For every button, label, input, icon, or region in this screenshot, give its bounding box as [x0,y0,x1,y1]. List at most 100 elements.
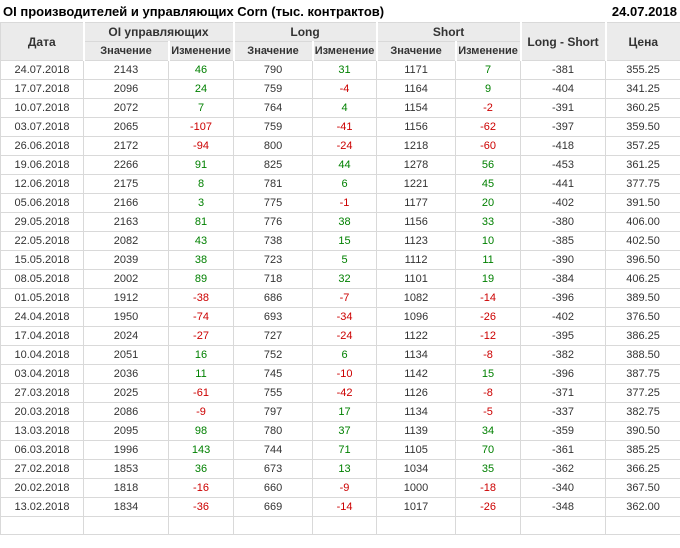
value-cell: 1096 [376,307,457,327]
value-cell: 360.25 [605,98,680,118]
change-cell: -1 [312,193,378,213]
value-cell: 1034 [376,459,457,479]
date-cell: 24.07.2018 [0,60,84,80]
value-cell: 1017 [376,497,457,517]
value-cell: 686 [233,288,314,308]
value-cell: 1101 [376,269,457,289]
change-cell: 31 [312,60,378,80]
value-cell: 1177 [376,193,457,213]
table-row: 05.06.2018 2166 3 775 -1 1177 20 -402 391.50 [0,193,680,213]
change-cell: -27 [167,326,235,346]
value-cell: 359.50 [605,117,680,137]
col-header-long-change: Изменение [311,41,378,61]
value-cell: 2025 [83,383,169,403]
value-cell: 1834 [83,497,169,517]
date-cell: 22.05.2018 [0,231,84,251]
value-cell: 780 [233,421,314,441]
empty-cell [312,516,378,535]
value-cell: 361.25 [605,155,680,175]
value-cell: 2095 [83,421,169,441]
change-cell: -34 [312,307,378,327]
change-cell: -24 [312,136,378,156]
date-cell: 13.03.2018 [0,421,84,441]
table-row: 20.02.2018 1818 -16 660 -9 1000 -18 -340 367.50 [0,478,680,498]
value-cell: 388.50 [605,345,680,365]
table-body: 24.07.2018 2143 46 790 31 1171 7 -381 355.25 17.0… [0,60,680,535]
table-row: 24.07.2018 2143 46 790 31 1171 7 -381 355.25 [0,60,680,80]
value-cell: 776 [233,212,314,232]
change-cell: -36 [167,497,235,517]
change-cell: 71 [312,440,378,460]
change-cell: 3 [167,193,235,213]
value-cell: 727 [233,326,314,346]
col-header-oi-change: Изменение [167,41,235,61]
change-cell: 8 [167,174,235,194]
value-cell: -396 [520,288,607,308]
value-cell: -395 [520,326,607,346]
value-cell: 2082 [83,231,169,251]
change-cell: 13 [312,459,378,479]
page-title: OI производителей и управляющих Corn (ты… [3,4,385,19]
value-cell: 764 [233,98,314,118]
value-cell: 1142 [376,364,457,384]
value-cell: 377.75 [605,174,680,194]
value-cell: 1000 [376,478,457,498]
value-cell: 2086 [83,402,169,422]
value-cell: -404 [520,79,607,99]
change-cell: -9 [312,478,378,498]
table-row: 20.03.2018 2086 -9 797 17 1134 -5 -337 382.75 [0,402,680,422]
change-cell: 32 [312,269,378,289]
table-row: 12.06.2018 2175 8 781 6 1221 45 -441 377.75 [0,174,680,194]
date-cell: 13.02.2018 [0,497,84,517]
value-cell: 660 [233,478,314,498]
table-row: 03.07.2018 2065 -107 759 -41 1156 -62 -397 359.5… [0,117,680,137]
value-cell: -337 [520,402,607,422]
value-cell: 1105 [376,440,457,460]
value-cell: 1082 [376,288,457,308]
value-cell: 759 [233,117,314,137]
change-cell: 19 [455,269,522,289]
change-cell: 15 [312,231,378,251]
table-row: 19.06.2018 2266 91 825 44 1278 56 -453 361.25 [0,155,680,175]
date-cell: 26.06.2018 [0,136,84,156]
date-cell: 20.02.2018 [0,478,84,498]
value-cell: 406.00 [605,212,680,232]
change-cell: 98 [167,421,235,441]
value-cell: -441 [520,174,607,194]
change-cell: 36 [167,459,235,479]
change-cell: -24 [312,326,378,346]
date-cell: 27.03.2018 [0,383,84,403]
value-cell: 1853 [83,459,169,479]
empty-cell [455,516,522,535]
change-cell: -8 [455,383,522,403]
value-cell: 1278 [376,155,457,175]
change-cell: 9 [455,79,522,99]
empty-cell [520,516,607,535]
value-cell: 693 [233,307,314,327]
value-cell: 755 [233,383,314,403]
change-cell: -41 [312,117,378,137]
value-cell: 2072 [83,98,169,118]
value-cell: -362 [520,459,607,479]
value-cell: -396 [520,364,607,384]
change-cell: 11 [167,364,235,384]
date-cell: 19.06.2018 [0,155,84,175]
empty-cell [167,516,235,535]
value-cell: 2163 [83,212,169,232]
value-cell: 2166 [83,193,169,213]
value-cell: 385.25 [605,440,680,460]
value-cell: 1218 [376,136,457,156]
change-cell: -10 [312,364,378,384]
change-cell: 38 [312,212,378,232]
change-cell: -38 [167,288,235,308]
value-cell: 402.50 [605,231,680,251]
value-cell: 341.25 [605,79,680,99]
change-cell: -42 [312,383,378,403]
col-header-long-minus-short: Long - Short [519,22,607,61]
value-cell: -384 [520,269,607,289]
value-cell: -381 [520,60,607,80]
value-cell: 1818 [83,478,169,498]
value-cell: 1996 [83,440,169,460]
change-cell: 7 [455,60,522,80]
change-cell: 10 [455,231,522,251]
